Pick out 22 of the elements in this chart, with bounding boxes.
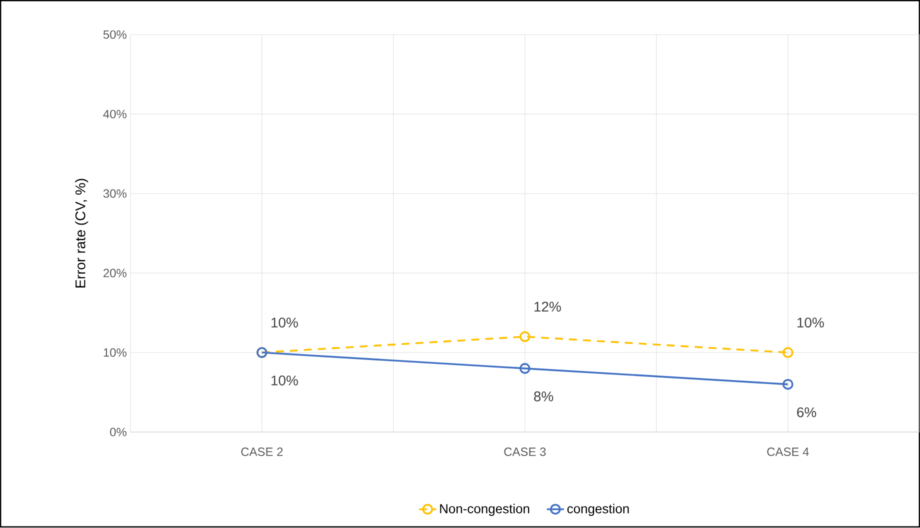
x-tick-label: CASE 2 — [241, 448, 283, 456]
point — [520, 331, 530, 342]
data-label: 10% — [797, 318, 824, 328]
data-label: 8% — [534, 392, 554, 402]
point — [782, 379, 794, 390]
y-axis-title: Error rate (CV, %) — [75, 179, 88, 288]
legend-label: congestion — [567, 504, 629, 516]
y-tick-label: 40% — [103, 110, 126, 119]
y-tick-label: 20% — [104, 269, 126, 278]
y-tick-label: 50% — [103, 30, 126, 40]
x-tick-label: CASE 3 — [504, 448, 546, 456]
y-tick-label: 10% — [104, 348, 126, 358]
legend-label: Non-congestion — [440, 504, 530, 516]
data-label: 12% — [534, 302, 561, 312]
point — [782, 347, 794, 358]
data-label: 10% — [272, 376, 298, 386]
x-tick-label: CASE 4 — [767, 448, 809, 456]
y-tick-label: 0% — [110, 428, 126, 437]
point — [520, 363, 530, 374]
data-label: 6% — [797, 408, 816, 418]
y-tick-label: 30% — [103, 190, 126, 198]
data-label: 10% — [272, 318, 298, 328]
